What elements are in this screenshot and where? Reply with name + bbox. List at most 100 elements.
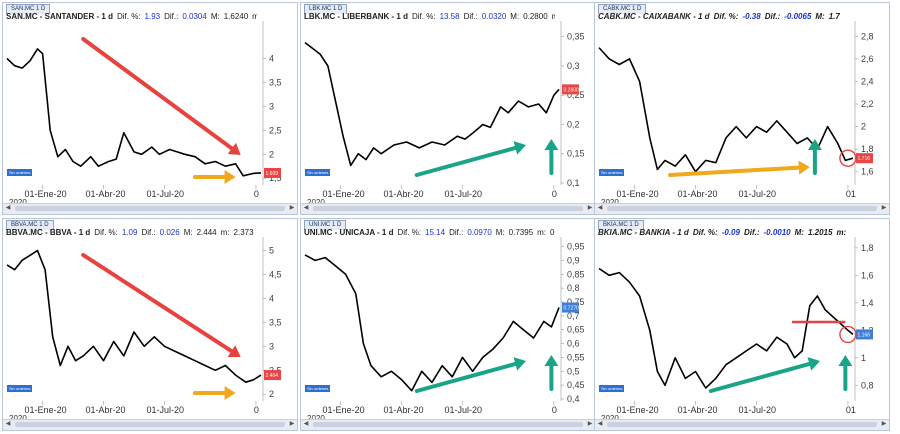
scroll-right-icon[interactable]: ▶ <box>289 421 295 427</box>
chart-tab[interactable]: BBVA.MC 1 D <box>6 220 54 230</box>
year-label: 2020 <box>9 414 27 423</box>
price-chart: 0,1 0,15 0,2 0,25 0,3 0,35 01-Ene-20 01-Abr-20 0… <box>304 21 585 207</box>
scroll-left-icon[interactable]: ◀ <box>5 205 11 211</box>
x-tick-label: 01-Abr-20 <box>86 405 126 415</box>
x-tick-label: 01-Abr-20 <box>678 405 718 415</box>
dif-value: 0.0320 <box>481 12 507 21</box>
chart-header: BBVA.MC - BBVA - 1 d Dif. %: 1.09 Dif.: 0.02… <box>6 228 257 237</box>
y-tick-label: 2 <box>861 122 866 132</box>
red-downtrend-arrow <box>81 37 241 155</box>
y-tick-label: 1,8 <box>861 144 874 154</box>
min-label: m: <box>252 12 257 21</box>
x-tick-label: 0 <box>552 405 557 415</box>
y-tick-label: 0,45 <box>567 380 585 390</box>
y-tick-label: 1,6 <box>861 167 874 177</box>
y-tick-label: 0,25 <box>567 90 585 100</box>
min-value: 0.6700 <box>550 228 555 237</box>
horizontal-scrollbar[interactable]: ◀ ▶ <box>3 203 297 214</box>
price-chart: 0,4 0,45 0,5 0,55 0,6 0,65 0,7 0,75 0,8 0,85 0,9 0,… <box>304 237 585 423</box>
scroll-right-icon[interactable]: ▶ <box>289 205 295 211</box>
dif-label: Dif.: <box>463 12 478 21</box>
chart-panel-bkia[interactable]: BKIA.MC 1 D BKIA.MC - BANKIA - 1 d Dif. %:… <box>594 218 890 431</box>
orders-badge[interactable]: Sin ordenes <box>7 169 33 176</box>
green-breakout-arrow <box>807 139 822 175</box>
scroll-thumb[interactable] <box>313 422 583 427</box>
scroll-right-icon[interactable]: ▶ <box>881 421 887 427</box>
scroll-left-icon[interactable]: ◀ <box>303 205 309 211</box>
scroll-thumb[interactable] <box>607 422 877 427</box>
y-tick-label: 4,5 <box>269 270 282 280</box>
dif-value: -0.0010 <box>763 228 791 237</box>
y-tick-label: 0,2 <box>567 119 580 129</box>
green-uptrend-arrow <box>414 357 526 393</box>
chart-panel-san[interactable]: SAN.MC 1 D SAN.MC - SANTANDER - 1 d Dif. %… <box>2 2 298 215</box>
scroll-left-icon[interactable]: ◀ <box>5 421 11 427</box>
x-tick-label: 01-Ene-20 <box>617 189 659 199</box>
scroll-right-icon[interactable]: ▶ <box>881 205 887 211</box>
scroll-thumb[interactable] <box>15 206 285 211</box>
chart-panel-uni[interactable]: UNI.MC 1 D UNI.MC - UNICAJA - 1 d Dif. %: 1… <box>300 218 596 431</box>
scroll-right-icon[interactable]: ▶ <box>587 205 593 211</box>
scroll-thumb[interactable] <box>607 206 877 211</box>
max-label: M: <box>815 12 825 21</box>
scroll-left-icon[interactable]: ◀ <box>597 205 603 211</box>
horizontal-scrollbar[interactable]: ◀ ▶ <box>301 203 595 214</box>
max-label: M: <box>210 12 220 21</box>
dif-pct-label: Dif. %: <box>692 228 718 237</box>
scroll-left-icon[interactable]: ◀ <box>303 421 309 427</box>
y-tick-label: 3,5 <box>269 77 282 87</box>
scroll-thumb[interactable] <box>313 206 583 211</box>
year-label: 2020 <box>307 414 325 423</box>
orders-badge[interactable]: Sin ordenes <box>7 385 33 392</box>
dif-value: 0.0304 <box>182 12 207 21</box>
orders-badge[interactable]: Sin ordenes <box>305 385 331 392</box>
chart-tab[interactable]: BKIA.MC 1 D <box>598 220 644 230</box>
dif-pct-label: Dif. %: <box>116 12 141 21</box>
x-tick-label: 01-Jul-20 <box>738 405 776 415</box>
dif-pct-value: 1.93 <box>144 12 161 21</box>
last-price-box <box>856 329 873 340</box>
chart-panel-bbva[interactable]: BBVA.MC 1 D BBVA.MC - BBVA - 1 d Dif. %: 1.… <box>2 218 298 431</box>
y-tick-label: 2 <box>269 389 274 399</box>
year-label: 2020 <box>601 198 619 207</box>
x-tick-label: 01-Abr-20 <box>384 189 424 199</box>
chart-tab[interactable]: CABK.MC 1 D <box>598 4 647 14</box>
orders-badge[interactable]: Sin ordenes <box>305 169 331 176</box>
chart-tab[interactable]: SAN.MC 1 D <box>6 4 51 14</box>
horizontal-scrollbar[interactable]: ◀ ▶ <box>595 419 889 430</box>
orange-support-arrow <box>668 160 810 177</box>
min-label: m: <box>552 12 555 21</box>
x-tick-label: 01-Jul-20 <box>738 189 776 199</box>
chart-tab[interactable]: UNI.MC 1 D <box>304 220 347 230</box>
max-value: 1.2015 <box>807 228 833 237</box>
chart-tab[interactable]: LBK.MC 1 D <box>304 4 348 14</box>
year-label: 2020 <box>9 198 27 207</box>
x-tick-label: 01-Jul-20 <box>146 405 184 415</box>
x-tick-label: 01-Ene-20 <box>25 405 67 415</box>
x-tick-label: 01 <box>846 189 856 199</box>
dif-label: Dif.: <box>141 228 156 237</box>
y-tick-label: 3,5 <box>269 317 282 327</box>
y-tick-label: 2,4 <box>861 76 874 86</box>
green-breakout-arrow <box>838 355 853 391</box>
chart-panel-lbk[interactable]: LBK.MC 1 D LBK.MC - LIBERBANK - 1 d Dif. %… <box>300 2 596 215</box>
max-value: 0.2800 <box>523 12 548 21</box>
dif-label: Dif.: <box>764 12 781 21</box>
y-tick-label: 4 <box>269 293 274 303</box>
orders-badge[interactable]: Sin ordenes <box>599 385 625 392</box>
horizontal-scrollbar[interactable]: ◀ ▶ <box>595 203 889 214</box>
year-label: 2020 <box>307 198 325 207</box>
y-tick-label: 0,7 <box>567 311 580 321</box>
ticker-label: LBK.MC - LIBERBANK - 1 d <box>304 12 408 21</box>
scroll-left-icon[interactable]: ◀ <box>597 421 603 427</box>
dif-pct-value: -0.38 <box>742 12 761 21</box>
scroll-right-icon[interactable]: ▶ <box>587 421 593 427</box>
chart-panel-cabk[interactable]: CABK.MC 1 D CABK.MC - CAIXABANK - 1 d Dif.… <box>594 2 890 215</box>
y-tick-label: 1,6 <box>861 270 874 280</box>
scroll-thumb[interactable] <box>15 422 285 427</box>
horizontal-scrollbar[interactable]: ◀ ▶ <box>3 419 297 430</box>
y-tick-label: 2 <box>269 149 274 159</box>
last-price-label: 1.609 <box>266 171 279 177</box>
orders-badge[interactable]: Sin ordenes <box>599 169 625 176</box>
horizontal-scrollbar[interactable]: ◀ ▶ <box>301 419 595 430</box>
